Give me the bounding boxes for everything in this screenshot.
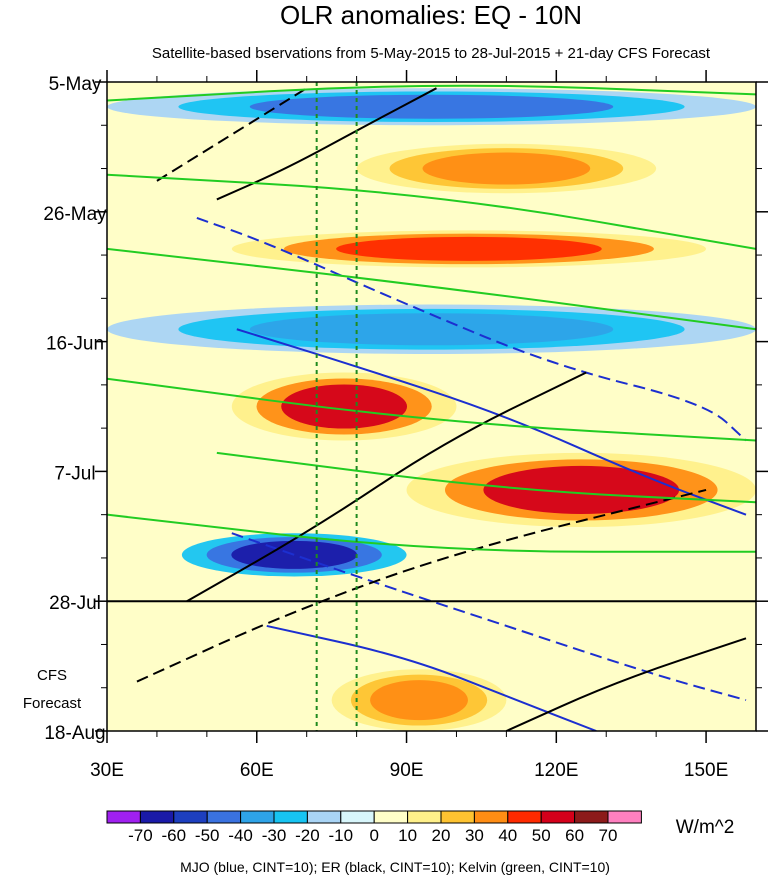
y-tick-label: 28-Jul: [49, 593, 101, 614]
colorbar-cell: [574, 810, 609, 824]
kelvin-contour: [216, 451, 756, 504]
colorbar-tick-label: -10: [329, 826, 354, 845]
plot-area: [106, 81, 757, 732]
colorbar-tick-label: 50: [532, 826, 551, 845]
kelvin-contour: [107, 513, 756, 553]
colorbar-cell: [473, 810, 509, 824]
colorbar-cell: [139, 810, 175, 824]
x-tick-label: 150E: [684, 760, 728, 781]
y-tick-label: 5-May: [49, 74, 102, 95]
y-axis: 5-May 26-May 16-Jun 7-Jul 28-Jul 18-Aug: [43, 74, 768, 744]
olr-anomaly-patch: [107, 304, 756, 354]
x-axis: 30E 60E 90E 120E 150E: [90, 70, 728, 781]
colorbar-cell: [507, 810, 542, 824]
er-contour: [186, 371, 587, 603]
colorbar-tick-label: 70: [599, 826, 618, 845]
er-contour: [156, 87, 308, 182]
colorbar-units: W/m^2: [676, 817, 735, 838]
colorbar-cell: [407, 810, 442, 824]
olr-anomaly-patch: [107, 88, 756, 126]
olr-anomaly-patch: [181, 533, 407, 577]
colorbar-cell: [106, 810, 141, 824]
colorbar-tick-label: 20: [432, 826, 451, 845]
colorbar: -70 -60 -50 -40 -30 -20 -10 0 10 20 30 40 50 60 70: [106, 810, 642, 845]
chart-title: OLR anomalies: EQ - 10N: [280, 0, 582, 30]
forecast-label-line1: CFS: [37, 667, 67, 684]
colorbar-tick-label: 10: [398, 826, 417, 845]
olr-anomaly-patch: [331, 669, 507, 731]
er-contour: [216, 87, 437, 201]
kelvin-contour: [107, 247, 756, 331]
olr-anomaly-patch: [356, 143, 657, 194]
colorbar-cell: [173, 810, 208, 824]
colorbar-tick-label: -40: [228, 826, 253, 845]
y-tick-label: 7-Jul: [54, 463, 95, 484]
colorbar-cell: [273, 810, 308, 824]
colorbar-tick-label: -30: [262, 826, 287, 845]
colorbar-cell: [607, 810, 642, 824]
x-tick-label: 90E: [390, 760, 424, 781]
olr-anomaly-patch: [406, 452, 756, 528]
colorbar-cell: [340, 810, 375, 824]
olr-anomaly-band: [370, 680, 468, 721]
colorbar-cell: [306, 810, 342, 824]
y-tick-label: 18-Aug: [44, 723, 105, 744]
colorbar-cell: [373, 810, 409, 824]
olr-anomaly-patch: [231, 372, 457, 441]
forecast-label-line2: Forecast: [23, 695, 82, 712]
olr-anomaly-band: [422, 152, 591, 185]
kelvin-contour: [107, 173, 756, 250]
olr-anomaly-band: [281, 384, 408, 429]
olr-anomaly-band: [249, 94, 614, 119]
colorbar-tick-label: -50: [195, 826, 220, 845]
olr-anomaly-band: [483, 465, 680, 514]
colorbar-cell: [440, 810, 475, 824]
y-tick-label: 16-Jun: [46, 334, 104, 355]
colorbar-tick-label: 40: [498, 826, 517, 845]
mjo-contour: [231, 532, 747, 702]
olr-anomaly-band: [336, 236, 602, 261]
mjo-contour: [196, 217, 747, 442]
olr-anomaly-band: [249, 313, 614, 346]
colorbar-tick-label: -20: [295, 826, 320, 845]
kelvin-contour: [107, 377, 756, 442]
chart-subtitle: Satellite-based bservations from 5-May-2…: [152, 45, 711, 62]
er-contour: [505, 637, 747, 731]
colorbar-cell: [240, 810, 275, 824]
y-tick-label: 26-May: [43, 204, 107, 225]
colorbar-tick-label: 60: [565, 826, 584, 845]
colorbar-tick-label: -70: [128, 826, 153, 845]
colorbar-tick-label: -60: [162, 826, 187, 845]
plot-frame: [106, 81, 757, 732]
x-tick-label: 30E: [90, 760, 124, 781]
colorbar-tick-label: 0: [369, 826, 378, 845]
colorbar-cell: [206, 810, 242, 824]
x-tick-label: 60E: [240, 760, 274, 781]
x-tick-label: 120E: [534, 760, 578, 781]
mjo-contour: [266, 624, 597, 731]
olr-anomaly-patch: [231, 230, 707, 268]
olr-anomaly-band: [231, 540, 358, 569]
mjo-contour: [236, 328, 747, 516]
colorbar-tick-label: 30: [465, 826, 484, 845]
contour-legend-note: MJO (blue, CINT=10); ER (black, CINT=10)…: [180, 859, 610, 875]
kelvin-contour: [107, 84, 756, 102]
colorbar-cell: [540, 810, 576, 824]
